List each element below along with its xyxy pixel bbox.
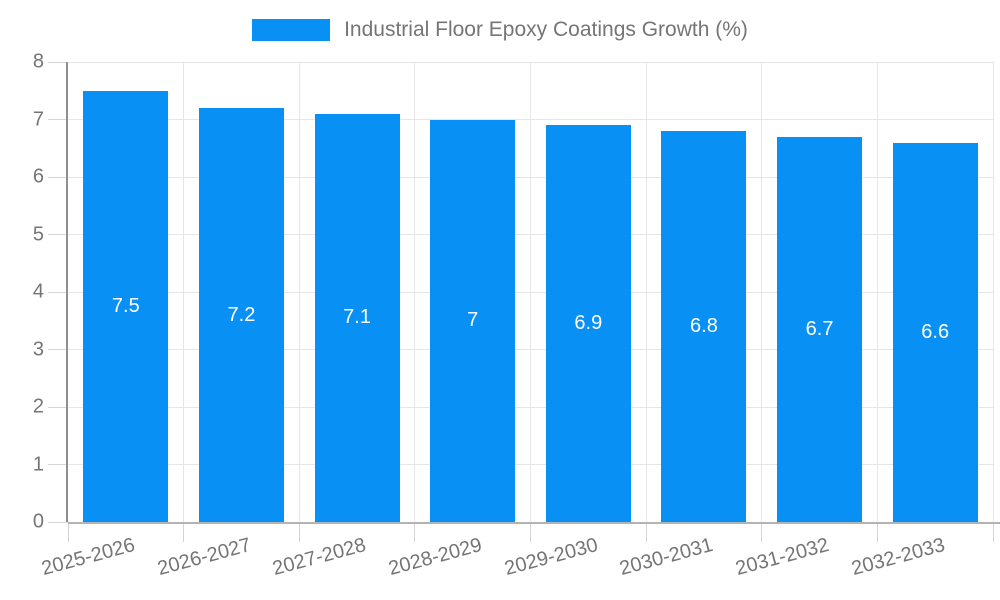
v-gridline — [761, 62, 763, 522]
y-axis-tick-label: 3 — [32, 338, 44, 360]
v-gridline — [530, 62, 531, 522]
x-axis-tick — [67, 522, 69, 542]
bar-value-label: 7.5 — [111, 294, 140, 317]
y-axis-tick-label: 1 — [32, 453, 44, 475]
y-axis-tick — [48, 234, 68, 235]
y-axis-tick-label: 6 — [32, 165, 44, 188]
x-axis-category-label: 2032-2033 — [848, 534, 947, 581]
y-axis-tick — [48, 521, 68, 523]
bar[interactable]: 7 — [430, 119, 516, 522]
v-gridline — [414, 62, 416, 522]
x-axis-tick — [645, 522, 647, 542]
x-axis-category-label: 2027-2028 — [270, 534, 369, 581]
x-axis-tick — [876, 522, 878, 542]
x-axis-category-label: 2029-2030 — [501, 534, 601, 581]
bar[interactable]: 6.8 — [661, 131, 747, 522]
v-gridline — [298, 62, 300, 522]
y-axis-tick-label: 2 — [32, 395, 44, 418]
bar[interactable]: 7.2 — [198, 108, 284, 522]
y-axis-tick — [48, 176, 68, 178]
y-axis-tick-label: 7 — [32, 108, 44, 130]
x-axis-category-label: 2028-2029 — [386, 534, 485, 581]
v-gridline — [992, 62, 994, 522]
x-axis-category-label: 2030-2031 — [617, 534, 716, 581]
y-axis-tick — [48, 349, 68, 350]
x-axis-tick — [761, 522, 763, 542]
bar-value-label: 6.9 — [574, 312, 603, 335]
y-axis-tick — [48, 406, 68, 408]
x-axis-tick — [183, 522, 185, 542]
y-axis-tick-label: 5 — [32, 223, 44, 245]
x-axis-category-label: 2026-2027 — [155, 534, 254, 581]
bar[interactable]: 7.1 — [314, 113, 400, 522]
y-axis-tick — [48, 291, 68, 293]
v-gridline — [645, 62, 647, 522]
y-axis-tick-label: 4 — [32, 280, 44, 303]
x-axis-category-label: 2031-2032 — [733, 534, 832, 581]
x-axis-category-label: 2025-2026 — [39, 534, 138, 581]
bar-value-label: 7.2 — [227, 303, 256, 326]
legend-row: Industrial Floor Epoxy Coatings Growth (… — [0, 18, 1000, 42]
y-axis-tick — [48, 61, 68, 63]
bar-value-label: 6.6 — [921, 320, 950, 343]
x-axis-line — [68, 522, 1000, 524]
bar-value-label: 6.8 — [690, 315, 718, 337]
v-gridline — [183, 62, 185, 522]
legend-label: Industrial Floor Epoxy Coatings Growth (… — [344, 18, 748, 41]
x-axis-tick — [992, 522, 994, 542]
bar-value-label: 7.1 — [343, 306, 371, 329]
legend[interactable]: Industrial Floor Epoxy Coatings Growth (… — [252, 18, 748, 42]
bar[interactable]: 7.5 — [83, 90, 169, 522]
v-gridline — [876, 62, 878, 522]
x-axis-tick — [414, 522, 416, 542]
bar[interactable]: 6.6 — [892, 142, 978, 522]
bar-value-label: 7 — [467, 309, 479, 332]
y-axis-tick — [48, 119, 68, 120]
y-axis-tick-label: 0 — [32, 510, 44, 533]
x-axis-tick — [298, 522, 300, 542]
bar[interactable]: 6.7 — [777, 136, 863, 522]
x-axis-tick — [530, 522, 531, 542]
y-axis-line — [66, 62, 68, 522]
plot-area: 7.5 7.2 7.1 7 6.9 6.8 6.7 6.6 — [66, 61, 1000, 524]
y-axis-tick-label: 8 — [32, 50, 44, 73]
legend-swatch-icon — [252, 19, 331, 41]
bar-value-label: 6.7 — [805, 317, 834, 340]
y-axis-tick — [48, 464, 68, 465]
bar[interactable]: 6.9 — [545, 125, 631, 522]
